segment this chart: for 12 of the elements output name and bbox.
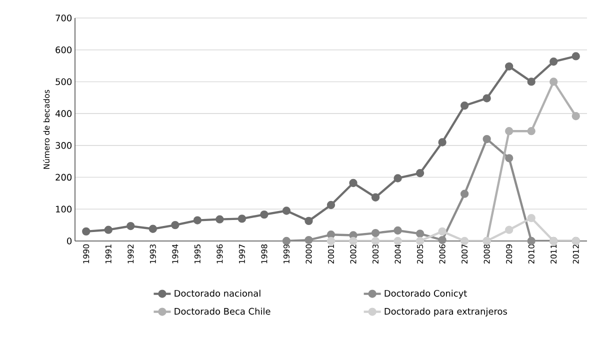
y-tick-label: 100 [56, 206, 72, 213]
y-tick-label: 400 [55, 110, 72, 117]
legend-label: Doctorado Beca Chile [174, 308, 270, 315]
y-tick-label: 700 [56, 14, 72, 22]
y-tick-label: 0 [67, 238, 72, 244]
legend-label: Doctorado para extranjeros [384, 308, 507, 316]
legend-label: Doctorado nacional [174, 290, 260, 297]
y-tick-label: 500 [56, 78, 72, 86]
y-tick-label: 300 [56, 142, 72, 149]
y-tick-label: 600 [56, 46, 72, 54]
y-tick-label: 200 [56, 174, 72, 181]
legend-label: Doctorado Conicyt [384, 290, 467, 298]
